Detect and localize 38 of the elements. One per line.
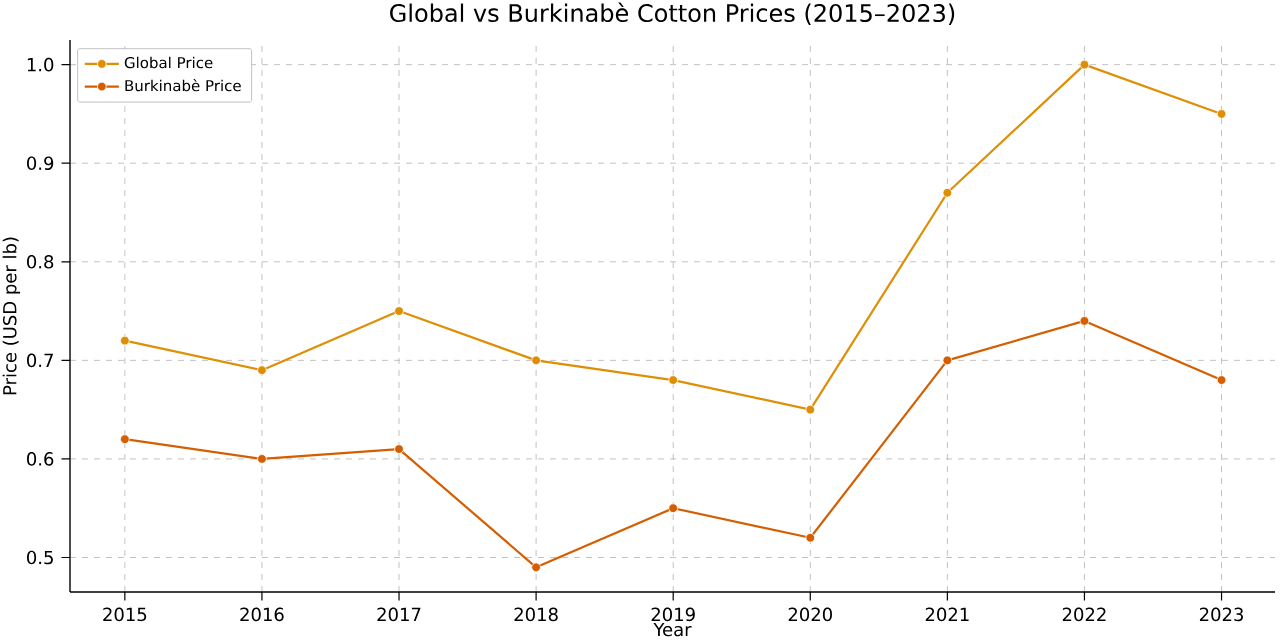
legend-label: Burkinabè Price — [125, 79, 241, 92]
x-tick-label: 2016 — [240, 607, 284, 622]
point — [805, 404, 816, 415]
point — [531, 355, 541, 366]
point — [668, 375, 678, 385]
point — [942, 187, 953, 198]
x-tick-label: 2022 — [1062, 607, 1106, 622]
y-tick-label: 0.5 — [27, 550, 53, 565]
point — [120, 335, 130, 346]
y-tick-label: 0.8 — [27, 254, 54, 269]
point — [1079, 316, 1090, 326]
x-axis-title: Year — [653, 622, 692, 637]
point — [1216, 109, 1227, 119]
legend-label: Global Price — [124, 56, 213, 69]
x-tick-label: 2015 — [103, 607, 147, 622]
y-tick-label: 1.0 — [27, 57, 54, 72]
x-tick-label: 2020 — [788, 607, 832, 622]
y-tick-label: 0.9 — [27, 156, 54, 171]
point — [531, 562, 541, 573]
x-tick-label: 2017 — [377, 607, 421, 622]
y-axis-title: Price (USD per lb) — [2, 237, 21, 395]
x-tick-label: 2019 — [651, 607, 695, 622]
chart-title: Global vs Burkinabè Cotton Prices (2015–2023) — [390, 2, 955, 25]
point — [805, 532, 816, 543]
x-tick-label: 2018 — [514, 607, 558, 622]
point — [257, 365, 267, 376]
point — [120, 434, 130, 445]
y-tick-label: 0.6 — [27, 452, 54, 466]
x-tick-label: 2023 — [1199, 607, 1243, 622]
point — [394, 306, 404, 316]
point — [1216, 375, 1227, 385]
point — [668, 503, 678, 513]
x-tick-label: 2021 — [925, 607, 969, 622]
point — [1079, 59, 1090, 70]
point — [942, 355, 953, 366]
point — [257, 454, 267, 464]
point — [394, 444, 404, 454]
y-tick-label: 0.7 — [27, 353, 53, 368]
